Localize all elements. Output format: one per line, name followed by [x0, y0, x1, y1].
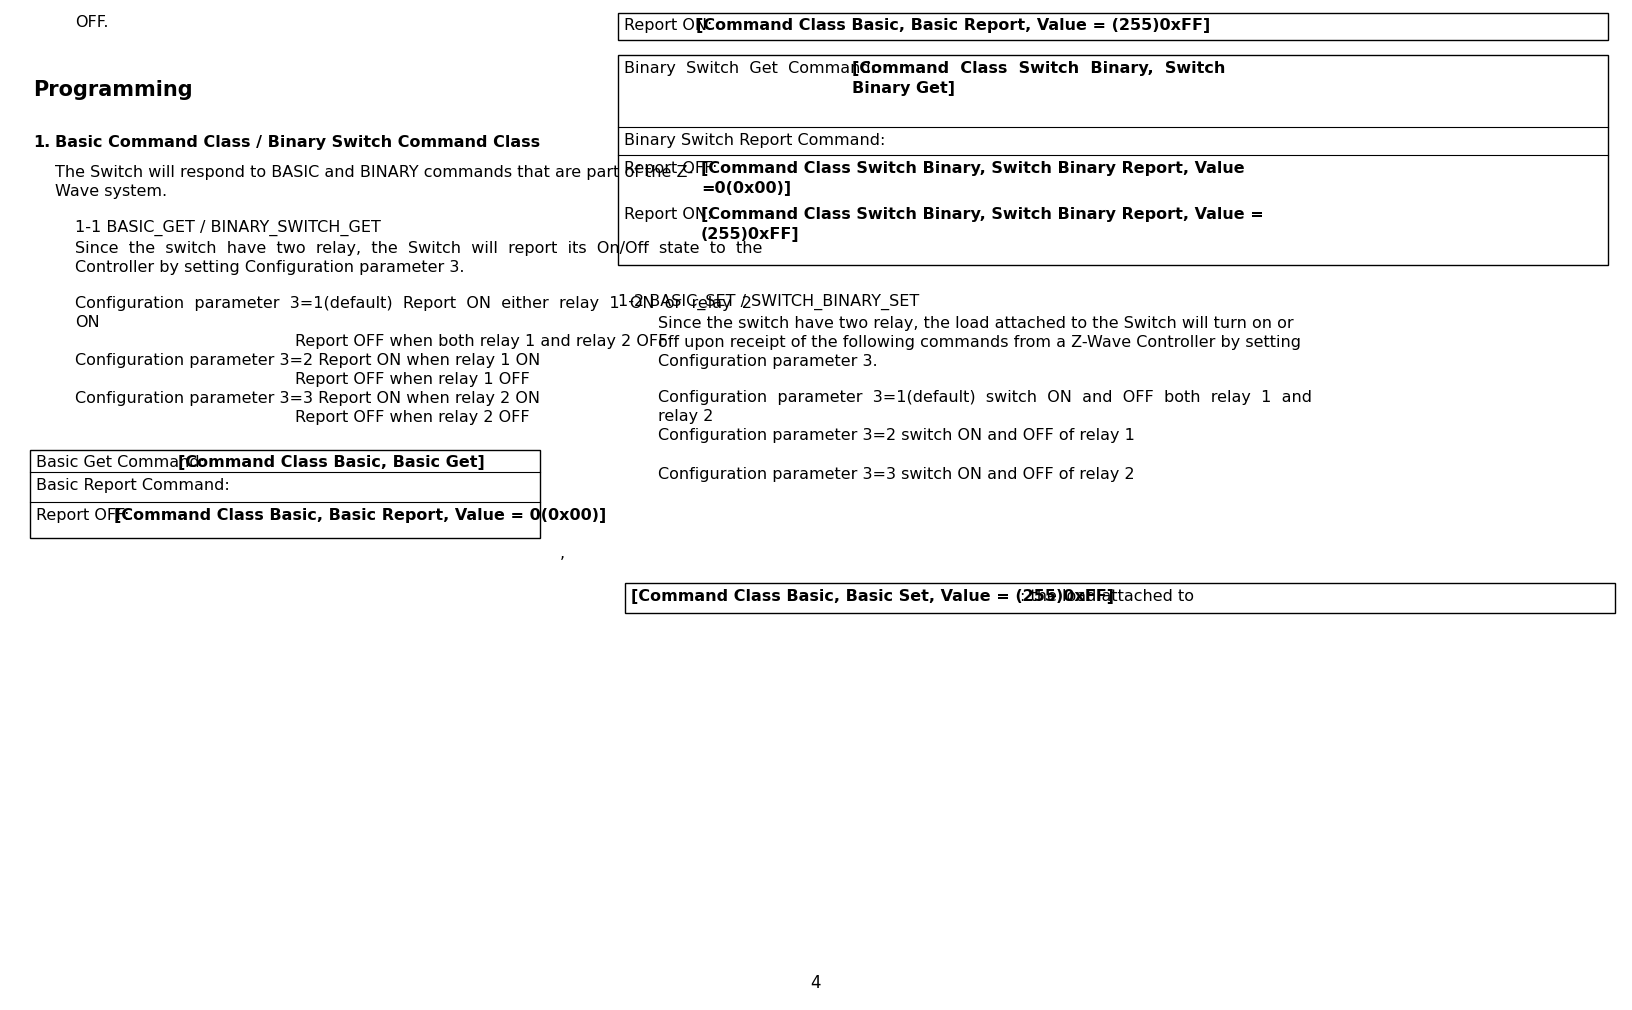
Text: Configuration parameter 3=2 Report ON when relay 1 ON: Configuration parameter 3=2 Report ON wh…: [75, 354, 540, 368]
Text: [Command Class Basic, Basic Set, Value = (255)0xFF]: [Command Class Basic, Basic Set, Value =…: [630, 589, 1113, 604]
Text: Wave system.: Wave system.: [55, 184, 166, 199]
Text: Since  the  switch  have  two  relay,  the  Switch  will  report  its  On/Off  s: Since the switch have two relay, the Swi…: [75, 241, 762, 256]
Text: Configuration parameter 3=3 Report ON when relay 2 ON: Configuration parameter 3=3 Report ON wh…: [75, 391, 540, 406]
Text: Controller by setting Configuration parameter 3.: Controller by setting Configuration para…: [75, 260, 463, 275]
Text: Report OFF when both relay 1 and relay 2 OFF: Report OFF when both relay 1 and relay 2…: [295, 334, 667, 349]
Text: Report OFF when relay 1 OFF: Report OFF when relay 1 OFF: [295, 372, 529, 387]
Text: : the load attached to: : the load attached to: [1020, 589, 1193, 604]
Text: Binary  Switch  Get  Command:: Binary Switch Get Command:: [623, 61, 875, 76]
Text: 1-1 BASIC_GET / BINARY_SWITCH_GET: 1-1 BASIC_GET / BINARY_SWITCH_GET: [75, 220, 380, 236]
Text: Report ON:: Report ON:: [623, 18, 712, 33]
Text: Basic Get Command:: Basic Get Command:: [36, 454, 211, 470]
Text: Basic Report Command:: Basic Report Command:: [36, 478, 230, 493]
Text: [Command Class Basic, Basic Report, Value = (255)0xFF]: [Command Class Basic, Basic Report, Valu…: [695, 18, 1209, 33]
Text: Binary Switch Report Command:: Binary Switch Report Command:: [623, 133, 885, 148]
Text: Configuration parameter 3=3 switch ON and OFF of relay 2: Configuration parameter 3=3 switch ON an…: [658, 467, 1134, 482]
Text: 4: 4: [809, 974, 821, 992]
Text: Since the switch have two relay, the load attached to the Switch will turn on or: Since the switch have two relay, the loa…: [658, 316, 1293, 331]
Text: Report OFF when relay 2 OFF: Report OFF when relay 2 OFF: [295, 410, 529, 425]
Text: Basic Command Class / Binary Switch Command Class: Basic Command Class / Binary Switch Comm…: [55, 135, 540, 150]
Text: Report OFF:: Report OFF:: [36, 508, 134, 523]
FancyBboxPatch shape: [625, 583, 1614, 613]
Text: Report OFF:: Report OFF:: [623, 161, 716, 176]
Text: OFF.: OFF.: [75, 15, 108, 30]
FancyBboxPatch shape: [29, 450, 540, 538]
Text: ON: ON: [75, 315, 100, 330]
Text: The Switch will respond to BASIC and BINARY commands that are part of the Z-: The Switch will respond to BASIC and BIN…: [55, 165, 692, 180]
FancyBboxPatch shape: [617, 13, 1608, 40]
Text: 1.: 1.: [33, 135, 51, 150]
Text: Configuration parameter 3.: Configuration parameter 3.: [658, 354, 876, 369]
FancyBboxPatch shape: [617, 55, 1608, 265]
Text: Programming: Programming: [33, 80, 193, 100]
Text: relay 2: relay 2: [658, 409, 713, 424]
Text: [Command Class Basic, Basic Get]: [Command Class Basic, Basic Get]: [178, 454, 485, 470]
Text: ,: ,: [560, 546, 565, 561]
Text: 1-2 BASIC_SET / SWITCH_BINARY_SET: 1-2 BASIC_SET / SWITCH_BINARY_SET: [617, 294, 919, 310]
Text: [Command  Class  Switch  Binary,  Switch: [Command Class Switch Binary, Switch: [852, 61, 1224, 76]
Text: Configuration  parameter  3=1(default)  switch  ON  and  OFF  both  relay  1  an: Configuration parameter 3=1(default) swi…: [658, 390, 1310, 405]
Text: off upon receipt of the following commands from a Z-Wave Controller by setting: off upon receipt of the following comman…: [658, 335, 1301, 350]
Text: [Command Class Switch Binary, Switch Binary Report, Value: [Command Class Switch Binary, Switch Bin…: [700, 161, 1244, 176]
Text: Report ON:: Report ON:: [623, 207, 712, 222]
Text: =0(0x00)]: =0(0x00)]: [700, 181, 790, 196]
Text: (255)0xFF]: (255)0xFF]: [700, 227, 800, 242]
Text: [Command Class Basic, Basic Report, Value = 0(0x00)]: [Command Class Basic, Basic Report, Valu…: [114, 508, 605, 523]
Text: Binary Get]: Binary Get]: [852, 81, 955, 96]
Text: [Command Class Switch Binary, Switch Binary Report, Value =: [Command Class Switch Binary, Switch Bin…: [700, 207, 1263, 222]
Text: Configuration parameter 3=2 switch ON and OFF of relay 1: Configuration parameter 3=2 switch ON an…: [658, 428, 1134, 443]
Text: Configuration  parameter  3=1(default)  Report  ON  either  relay  1  ON  or  re: Configuration parameter 3=1(default) Rep…: [75, 296, 752, 311]
